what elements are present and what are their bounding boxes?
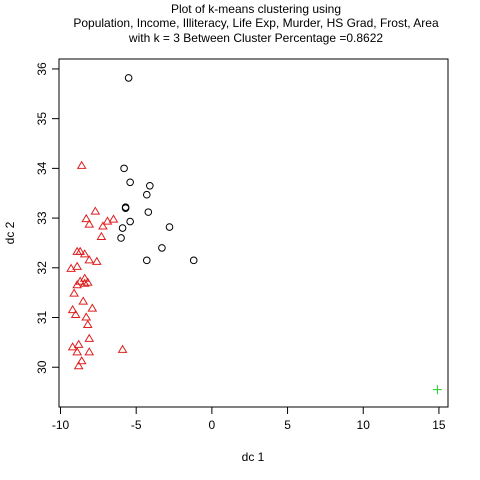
y-axis-label: dc 2	[3, 221, 17, 244]
chart-title-line-1: Plot of k-means clustering using	[171, 2, 341, 16]
point-cluster2-33	[76, 356, 87, 365]
y-tick-label-35: 35	[35, 112, 49, 126]
point-cluster1-3	[146, 181, 154, 190]
y-tick-label-36: 36	[35, 62, 49, 76]
point-cluster2-22	[67, 304, 78, 314]
point-cluster1-8	[126, 217, 134, 226]
x-tick-label--5: -5	[131, 418, 142, 432]
point-cluster2-2	[81, 213, 92, 223]
point-cluster2-6	[84, 219, 95, 228]
x-tick-label-15: 15	[432, 418, 446, 432]
point-cluster1-11	[117, 234, 125, 242]
point-cluster2-1	[90, 206, 101, 215]
point-cluster2-10	[79, 249, 90, 258]
point-cluster2-34	[73, 361, 84, 370]
point-cluster2-16	[75, 276, 86, 285]
point-cluster2-19	[79, 278, 90, 287]
x-tick-label-5: 5	[284, 418, 291, 432]
point-cluster1-7	[144, 208, 153, 216]
point-cluster2-5	[98, 221, 108, 230]
point-cluster1-2	[126, 178, 134, 187]
point-cluster2-9	[72, 246, 83, 255]
point-cluster2-13	[66, 263, 76, 272]
point-cluster2-27	[84, 333, 95, 342]
point-cluster1-6	[121, 204, 130, 212]
point-cluster1-0	[124, 74, 133, 82]
point-cluster2-20	[69, 288, 80, 297]
point-cluster1-1	[120, 164, 128, 173]
point-cluster1-14	[189, 256, 198, 265]
y-tick-label-33: 33	[35, 211, 49, 225]
point-cluster2-26	[82, 319, 93, 328]
y-tick-label-34: 34	[35, 161, 49, 175]
point-cluster2-21	[78, 296, 89, 305]
point-cluster1-9	[165, 223, 174, 231]
point-cluster2-25	[81, 312, 92, 321]
point-cluster1-12	[158, 244, 166, 252]
point-cluster2-0	[76, 160, 87, 169]
plot-box	[58, 58, 449, 408]
point-cluster2-18	[72, 280, 83, 289]
y-tick-label-32: 32	[35, 261, 49, 275]
point-cluster1-4	[142, 190, 151, 199]
y-tick-label-30: 30	[35, 360, 49, 374]
point-cluster2-24	[87, 303, 98, 312]
x-axis-label: dc 1	[242, 450, 265, 464]
point-cluster2-29	[67, 342, 78, 351]
point-cluster2-15	[79, 273, 90, 282]
point-cluster2-14	[72, 261, 83, 270]
point-cluster2-12	[91, 256, 102, 265]
data-points	[66, 74, 442, 395]
x-tick-label--10: -10	[52, 418, 70, 432]
point-cluster2-3	[108, 214, 119, 223]
point-cluster2-31	[72, 347, 83, 356]
point-cluster1-13	[142, 256, 151, 265]
y-tick-label-31: 31	[35, 311, 49, 325]
point-cluster1-10	[118, 224, 127, 232]
point-cluster2-32	[117, 344, 128, 353]
chart-title-line-2: Population, Income, Illiteracy, Life Exp…	[73, 16, 439, 30]
point-cluster2-30	[84, 347, 95, 356]
chart-title-line-3: with k = 3 Between Cluster Percentage =0…	[128, 31, 383, 45]
point-cluster2-4	[102, 216, 113, 225]
point-cluster2-11	[84, 255, 95, 264]
x-tick-label-0: 0	[209, 418, 216, 432]
point-cluster2-23	[70, 309, 81, 319]
point-cluster3-0	[432, 385, 442, 395]
x-tick-label-10: 10	[357, 418, 371, 432]
point-cluster2-28	[73, 339, 84, 348]
point-cluster2-7	[96, 231, 107, 240]
